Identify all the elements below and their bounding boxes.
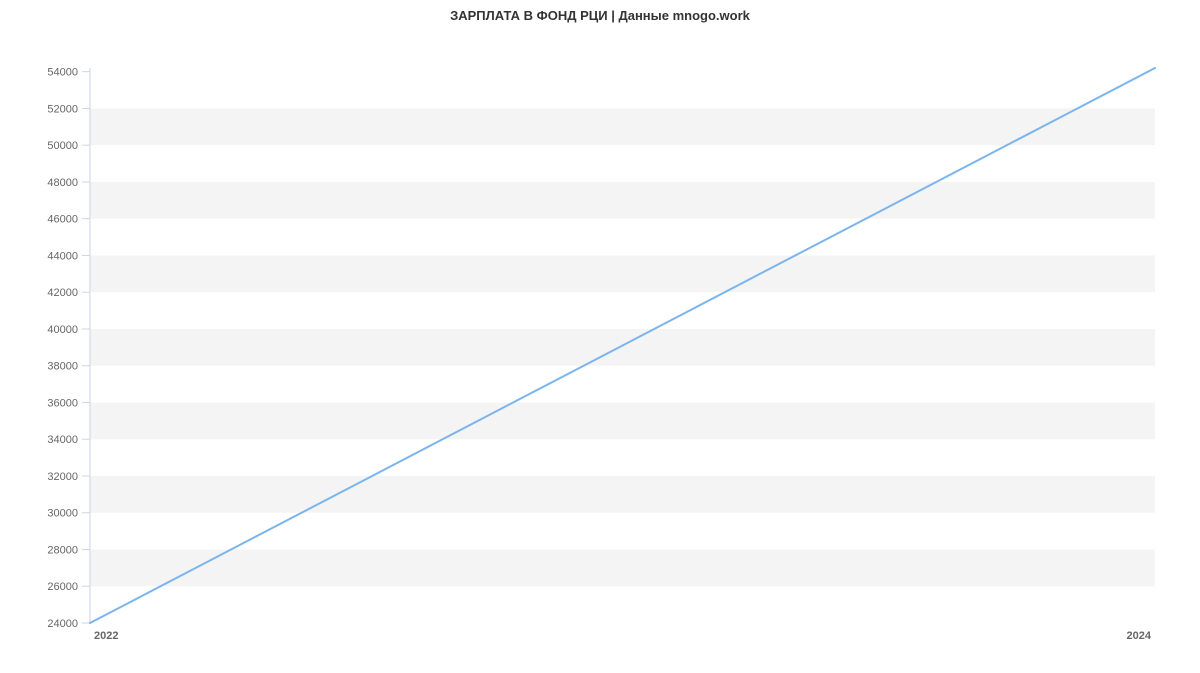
chart-container: ЗАРПЛАТА В ФОНД РЦИ | Данные mnogo.work … [0, 0, 1200, 650]
svg-text:2022: 2022 [94, 630, 118, 642]
svg-text:34000: 34000 [47, 434, 78, 446]
svg-text:48000: 48000 [47, 177, 78, 189]
svg-text:54000: 54000 [47, 67, 78, 79]
svg-text:2024: 2024 [1127, 630, 1152, 642]
svg-text:42000: 42000 [47, 287, 78, 299]
line-chart: 24000 26000 28000 30000 32000 34000 36000 38000… [0, 23, 1200, 673]
chart-title: ЗАРПЛАТА В ФОНД РЦИ | Данные mnogo.work [0, 0, 1200, 23]
svg-text:46000: 46000 [47, 214, 78, 226]
svg-text:50000: 50000 [47, 140, 78, 152]
svg-text:24000: 24000 [47, 618, 78, 630]
svg-text:32000: 32000 [47, 471, 78, 483]
svg-text:26000: 26000 [47, 581, 78, 593]
svg-text:28000: 28000 [47, 544, 78, 556]
svg-text:52000: 52000 [47, 103, 78, 115]
svg-text:30000: 30000 [47, 508, 78, 520]
svg-text:36000: 36000 [47, 397, 78, 409]
svg-text:40000: 40000 [47, 324, 78, 336]
svg-text:38000: 38000 [47, 361, 78, 373]
svg-text:44000: 44000 [47, 250, 78, 262]
